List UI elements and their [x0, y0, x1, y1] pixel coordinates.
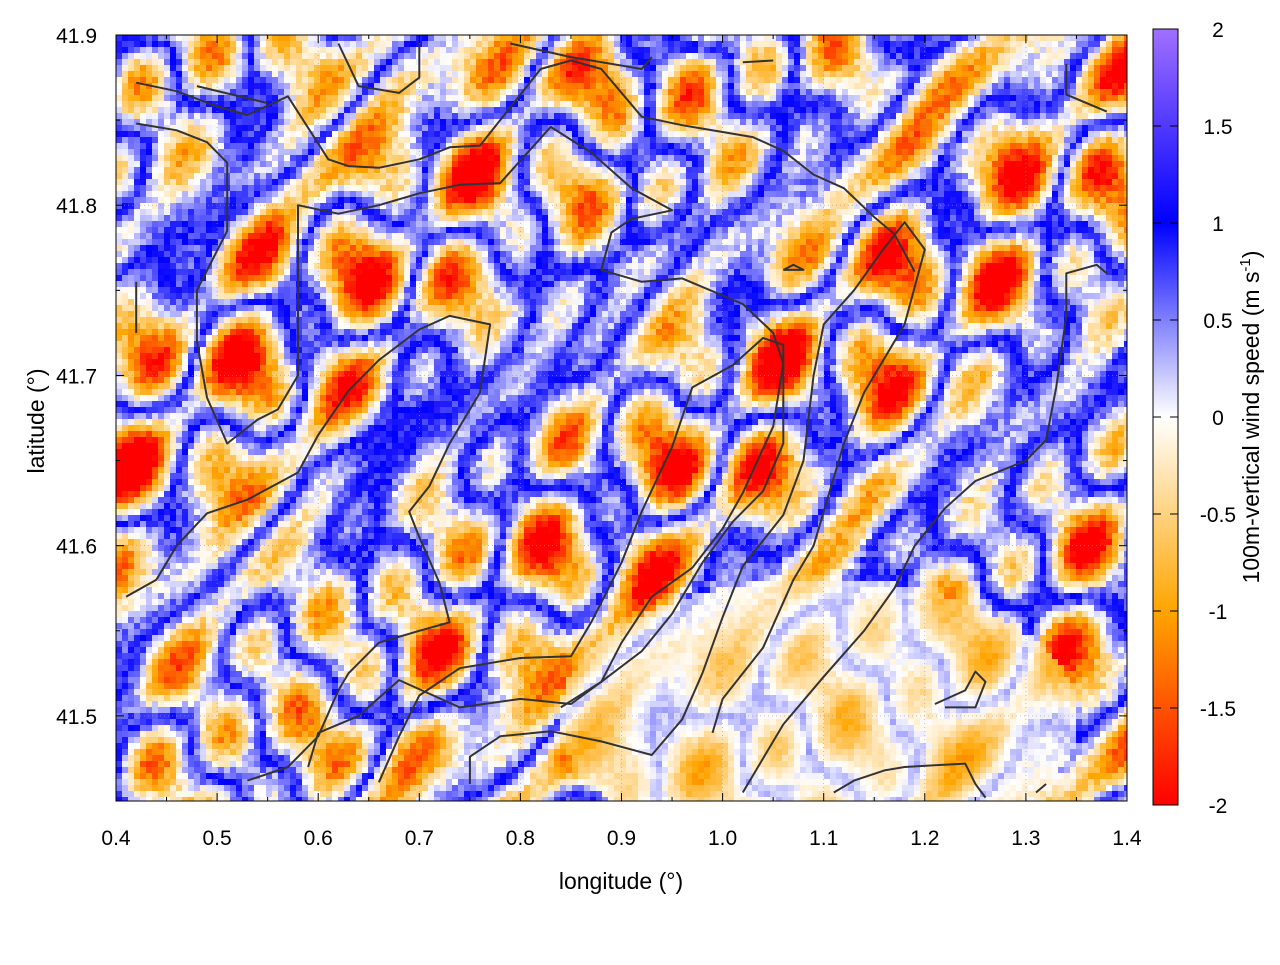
- colorbar-tick-label: 2: [1212, 19, 1224, 42]
- y-tick-label: 41.7: [56, 365, 97, 388]
- y-tick-label: 41.8: [56, 195, 97, 218]
- colorbar-label: 100m-vertical wind speed (m s-1): [1237, 251, 1264, 584]
- colorbar: -2 -1.5 -1 -0.5 0 0.5 1 1.5 2 100m-vertical wind…: [1153, 19, 1264, 818]
- colorbar-tick-label: -1: [1209, 601, 1228, 624]
- colorbar-label-close: ): [1238, 251, 1264, 259]
- x-tick-label: 1.0: [708, 827, 737, 850]
- colorbar-tick-label: -1.5: [1200, 698, 1236, 721]
- heatmap-cells: [116, 35, 1131, 804]
- x-tick-label: 0.7: [405, 827, 434, 850]
- x-tick-label: 1.2: [910, 827, 939, 850]
- colorbar-label-main: 100m-vertical wind speed (m s: [1238, 272, 1264, 584]
- x-tick-label: 0.8: [506, 827, 535, 850]
- colorbar-tick-label: -0.5: [1200, 504, 1236, 527]
- x-tick-label: 0.9: [607, 827, 636, 850]
- colorbar-tick-label: 1: [1212, 213, 1224, 236]
- colorbar-tick-label: 0: [1212, 407, 1224, 430]
- x-tick-label: 1.3: [1011, 827, 1040, 850]
- y-tick-label: 41.6: [56, 536, 97, 559]
- y-axis-label: latitude (°): [23, 368, 49, 473]
- x-tick-label: 0.4: [101, 827, 131, 850]
- x-tick-label: 1.4: [1112, 827, 1142, 850]
- y-tick-label: 41.9: [56, 25, 97, 48]
- colorbar-label-superscript: -1: [1237, 258, 1254, 271]
- x-tick-label: 0.5: [202, 827, 231, 850]
- colorbar-tick-label: 1.5: [1203, 116, 1232, 139]
- x-tick-label: 0.6: [304, 827, 333, 850]
- colorbar-tick-label: -2: [1209, 795, 1228, 818]
- colorbar-tick-label: 0.5: [1203, 310, 1232, 333]
- y-tick-label: 41.5: [56, 706, 97, 729]
- x-axis-label: longitude (°): [559, 868, 683, 894]
- x-tick-label: 1.1: [809, 827, 838, 850]
